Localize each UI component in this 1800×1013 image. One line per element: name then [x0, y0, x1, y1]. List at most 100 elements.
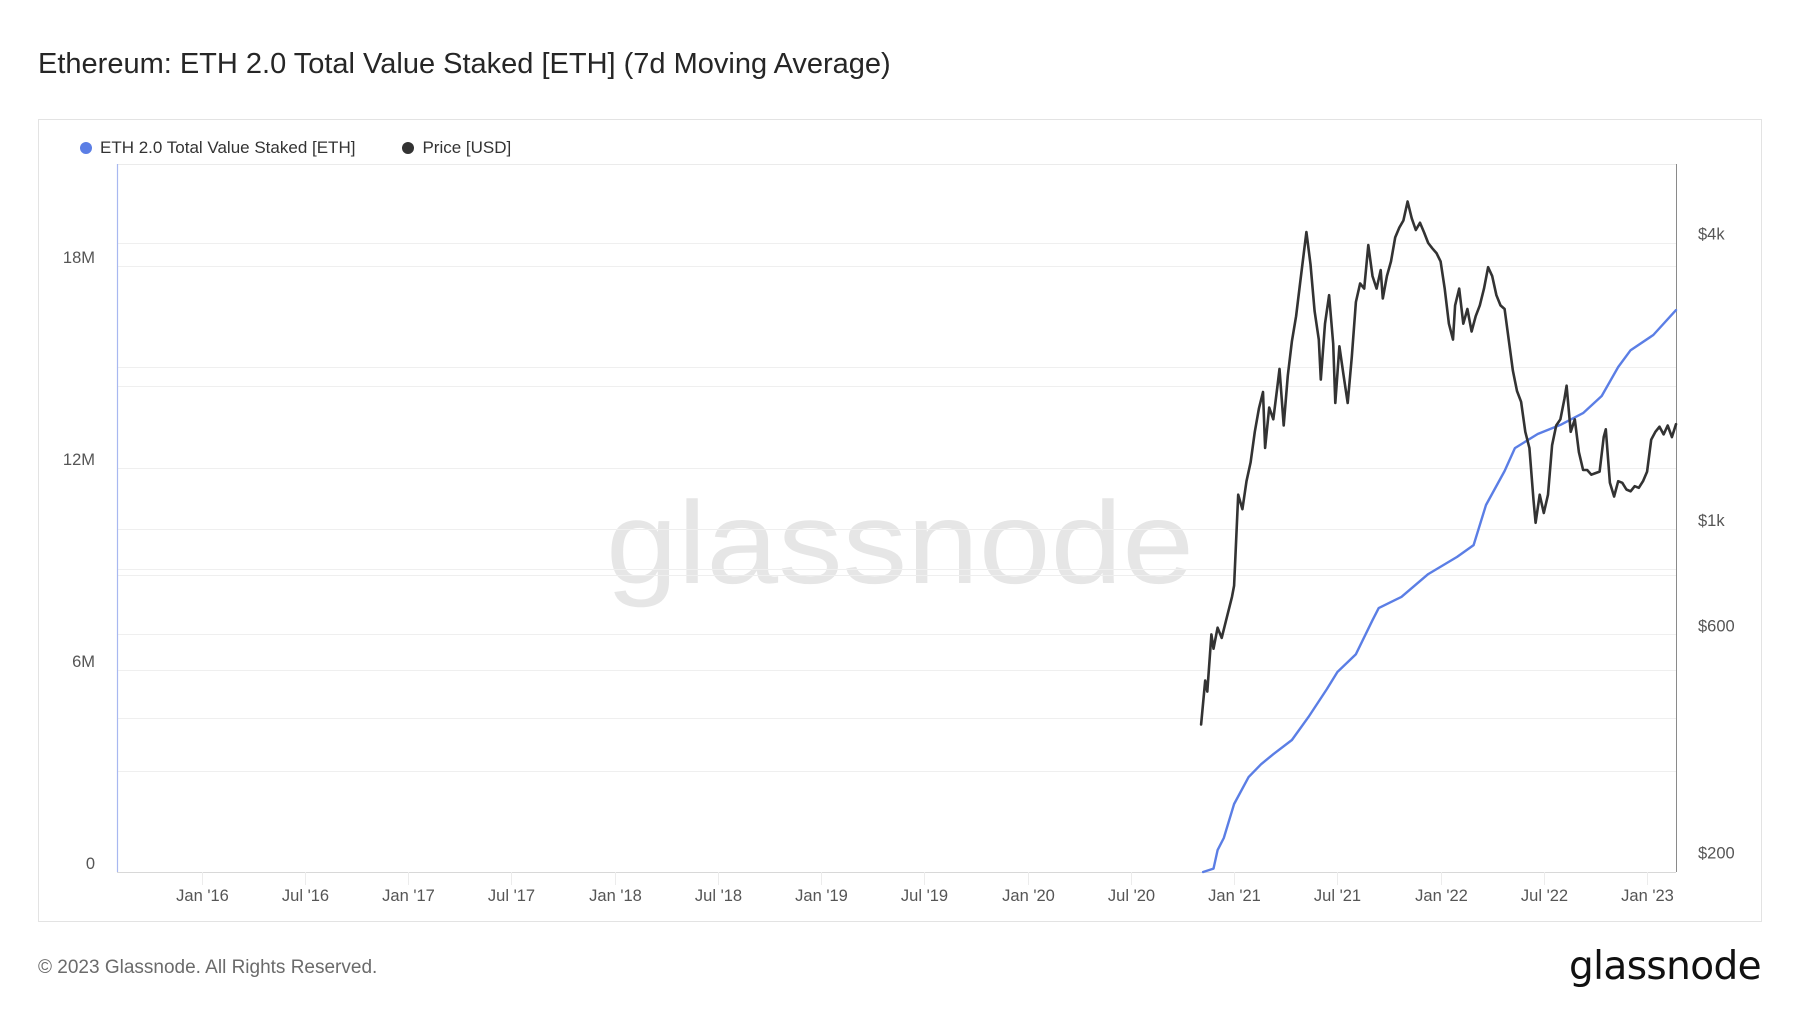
- price-point: [1264, 447, 1266, 449]
- price-point: [1258, 408, 1260, 410]
- x-tick-label: Jan '22: [1415, 887, 1468, 905]
- price-point: [1487, 266, 1489, 268]
- staked-point: [1514, 447, 1516, 449]
- price-point: [1603, 436, 1605, 438]
- price-point: [1398, 227, 1400, 229]
- price-point: [1543, 512, 1545, 514]
- price-point: [1638, 487, 1640, 489]
- price-point: [1533, 499, 1535, 501]
- price-point: [1415, 229, 1417, 231]
- price-point: [1475, 315, 1477, 317]
- price-point: [1466, 308, 1468, 310]
- price-point: [1625, 489, 1627, 491]
- price-point: [1355, 301, 1357, 303]
- price-point: [1462, 323, 1464, 325]
- price-point: [1210, 633, 1212, 635]
- legend-dot-staked-icon: [80, 142, 92, 154]
- price-point: [1659, 426, 1661, 428]
- price-point: [1394, 236, 1396, 238]
- price-point: [1667, 425, 1669, 427]
- staked-point: [1202, 871, 1204, 873]
- price-point: [1452, 339, 1454, 341]
- price-point: [1528, 447, 1530, 449]
- price-point: [1440, 260, 1442, 262]
- chart-legend: ETH 2.0 Total Value Staked [ETH] Price […: [80, 138, 558, 158]
- price-point: [1448, 323, 1450, 325]
- price-point: [1343, 375, 1345, 377]
- legend-label-price: Price [USD]: [422, 138, 512, 157]
- price-point: [1436, 252, 1438, 254]
- price-point: [1402, 220, 1404, 222]
- price-point: [1508, 339, 1510, 341]
- price-point: [1590, 474, 1592, 476]
- staked-point: [1582, 412, 1584, 414]
- price-point: [1241, 508, 1243, 510]
- price-point: [1427, 242, 1429, 244]
- page-title: Ethereum: ETH 2.0 Total Value Staked [ET…: [38, 48, 891, 80]
- price-point: [1547, 494, 1549, 496]
- price-point: [1279, 368, 1281, 370]
- price-point: [1419, 222, 1421, 224]
- price-point: [1539, 494, 1541, 496]
- x-tick-label: Jul '18: [695, 887, 742, 905]
- price-point: [1310, 263, 1312, 265]
- price-point: [1551, 444, 1553, 446]
- price-point: [1334, 402, 1336, 404]
- staked-point: [1485, 504, 1487, 506]
- price-point: [1233, 585, 1235, 587]
- price-series: [1199, 200, 1678, 726]
- price-point: [1363, 288, 1365, 290]
- price-point: [1634, 485, 1636, 487]
- price-point: [1338, 345, 1340, 347]
- staked-point: [1617, 366, 1619, 368]
- price-point: [1570, 431, 1572, 433]
- price-point: [1225, 620, 1227, 622]
- staked-point: [1213, 868, 1215, 870]
- price-point: [1314, 310, 1316, 312]
- x-tick-label: Jan '18: [589, 887, 642, 905]
- price-point: [1564, 398, 1566, 400]
- staked-point: [1537, 433, 1539, 435]
- price-point: [1204, 680, 1206, 682]
- price-point: [1305, 231, 1307, 233]
- price-point: [1483, 288, 1485, 290]
- price-point: [1283, 425, 1285, 427]
- staked-point: [1248, 776, 1250, 778]
- left-y-tick-label: 18M: [63, 249, 95, 267]
- price-point: [1444, 288, 1446, 290]
- price-point: [1372, 275, 1374, 277]
- price-point: [1246, 480, 1248, 482]
- price-point: [1262, 391, 1264, 393]
- price-point: [1595, 472, 1597, 474]
- price-point: [1250, 461, 1252, 463]
- x-tick-label: Jan '23: [1621, 887, 1674, 905]
- legend-item-price[interactable]: Price [USD]: [402, 138, 511, 158]
- price-point: [1609, 482, 1611, 484]
- x-tick-label: Jan '16: [176, 887, 229, 905]
- staked-point: [1559, 424, 1561, 426]
- series-layer: [1199, 200, 1678, 874]
- price-point: [1491, 275, 1493, 277]
- staked-point: [1336, 671, 1338, 673]
- price-point: [1599, 471, 1601, 473]
- price-point: [1642, 480, 1644, 482]
- price-point: [1359, 283, 1361, 285]
- x-tick-label: Jul '19: [901, 887, 948, 905]
- price-point: [1535, 522, 1537, 524]
- legend-dot-price-icon: [402, 142, 415, 154]
- price-point: [1200, 724, 1202, 726]
- legend-label-staked: ETH 2.0 Total Value Staked [ETH]: [100, 138, 356, 157]
- price-point: [1479, 304, 1481, 306]
- price-point: [1578, 451, 1580, 453]
- staked-line: [1201, 308, 1678, 874]
- price-point: [1650, 439, 1652, 441]
- staked-point: [1427, 573, 1429, 575]
- legend-item-staked[interactable]: ETH 2.0 Total Value Staked [ETH]: [80, 138, 355, 158]
- price-point: [1582, 469, 1584, 471]
- right-y-tick-label: $1k: [1698, 512, 1725, 530]
- price-point: [1621, 482, 1623, 484]
- staked-series: [1201, 308, 1678, 874]
- price-point: [1380, 269, 1382, 271]
- staked-point: [1652, 334, 1654, 336]
